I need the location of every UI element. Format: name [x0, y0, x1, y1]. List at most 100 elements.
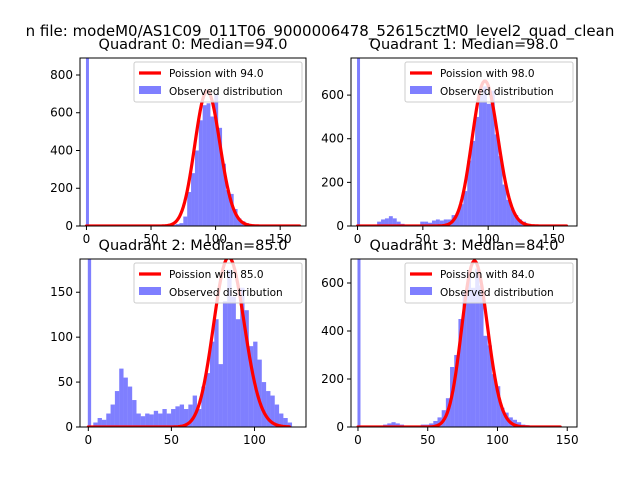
histogram-bar: [494, 134, 499, 226]
y-tick-label: 0: [65, 420, 73, 434]
subplot-title: Quadrant 2: Median=85.0: [99, 238, 288, 254]
histogram-bar: [279, 413, 284, 427]
histogram-bar: [101, 419, 107, 427]
histogram-bar: [514, 215, 519, 226]
histogram-bar: [512, 419, 518, 427]
histogram-bar: [194, 150, 199, 226]
histogram-bar: [244, 310, 249, 427]
x-tick-label: 50: [415, 232, 430, 246]
y-tick-label: 200: [50, 181, 73, 195]
x-tick-label: 100: [204, 232, 227, 246]
histogram-bar: [377, 221, 382, 226]
histogram-bar: [110, 404, 115, 427]
histogram-bar: [482, 86, 487, 226]
histogram-bar: [183, 216, 188, 226]
x-tick-label: 100: [243, 433, 266, 447]
histogram-bar-zero: [357, 58, 361, 226]
x-tick-label: 100: [486, 433, 509, 447]
histogram-bar: [496, 386, 501, 427]
histogram-bar: [475, 116, 480, 226]
subplot-title: Quadrant 0: Median=94.0: [99, 37, 288, 53]
histogram-bar: [93, 422, 98, 427]
histogram-bar: [395, 423, 400, 427]
y-tick-label: 600: [321, 88, 344, 102]
subplot-title: Quadrant 1: Median=98.0: [370, 37, 559, 53]
histogram-bar: [192, 395, 197, 427]
axes-frame: [350, 57, 578, 227]
histogram-bar: [191, 173, 195, 226]
y-tick-label: 0: [336, 420, 344, 434]
histogram-bar: [248, 346, 254, 427]
legend-patch-swatch: [410, 287, 432, 295]
x-tick-label: 50: [164, 433, 179, 447]
legend-label-fit: Poission with 98.0: [440, 68, 535, 80]
histogram-bar: [184, 409, 189, 427]
histogram-bar: [114, 391, 120, 427]
histogram-bar: [210, 116, 215, 226]
histogram-bar: [454, 355, 459, 427]
legend-patch-swatch: [139, 86, 161, 94]
histogram-bar: [106, 413, 111, 427]
histogram-bar: [274, 404, 280, 427]
histogram-bar: [479, 285, 484, 427]
histogram-bar: [475, 268, 480, 427]
histogram-bar: [205, 373, 210, 427]
subplot-quadrant-3: 0 50 100 150 0 200 400 600 Quadrant 3: Median=84…: [321, 238, 579, 447]
x-tick-label: 0: [84, 433, 92, 447]
legend: Poission with 85.0 Observed distribution: [133, 262, 303, 304]
y-tick-label: 50: [58, 375, 73, 389]
y-tick-label: 600: [50, 106, 73, 120]
y-tick-label: 400: [50, 143, 73, 157]
histogram-bar: [227, 269, 232, 427]
histogram-bar: [266, 391, 271, 427]
axes-frame: [79, 258, 307, 428]
histogram-bar: [132, 400, 137, 427]
histogram-bar: [483, 335, 488, 427]
axes-frame: [79, 57, 307, 227]
x-tick-label: 100: [477, 232, 500, 246]
histogram-bar: [479, 95, 483, 226]
histogram-bar: [502, 184, 507, 226]
histogram-bar: [222, 301, 228, 427]
legend-label-fit: Poission with 85.0: [169, 269, 264, 281]
figure-suptitle: n file: modeM0/AS1C09_011T06_9000006478_…: [26, 22, 615, 41]
plot-area: [84, 58, 302, 226]
histogram-bar: [218, 127, 223, 226]
histogram-bar: [218, 364, 223, 427]
legend-label-fit: Poission with 94.0: [169, 68, 264, 80]
subplot-quadrant-2: 0 50 100 0 50 100 150 Quadrant 2: Median=85.0 Po…: [50, 238, 307, 447]
legend-patch-swatch: [410, 86, 432, 94]
histogram-bar: [517, 422, 522, 427]
histogram-bar-zero: [357, 259, 361, 427]
histogram-bar: [439, 220, 444, 226]
y-tick-label: 200: [321, 175, 344, 189]
histogram-bar: [287, 422, 293, 427]
legend: Poission with 98.0 Observed distribution: [404, 61, 574, 103]
histogram-bar: [179, 223, 184, 226]
histogram-bar: [145, 413, 150, 427]
histogram-bar: [500, 407, 505, 427]
histogram-bar: [420, 221, 425, 226]
axes-frame: [350, 258, 578, 428]
histogram-bar: [424, 221, 429, 226]
histogram-bar: [458, 319, 463, 427]
legend-label-hist: Observed distribution: [440, 86, 554, 98]
poisson-fit-line: [355, 79, 569, 226]
legend-box: [404, 61, 574, 103]
histogram-bar: [233, 209, 238, 226]
histogram-bar: [466, 273, 471, 427]
histogram-bar: [384, 218, 389, 226]
histogram-bar: [435, 219, 440, 226]
subplot-grid: 0 50 100 150 0 200 400 600 800 Quadrant 0: Median…: [50, 37, 579, 447]
histogram-bar: [428, 222, 432, 226]
y-tick-label: 100: [50, 330, 73, 344]
legend-label-hist: Observed distribution: [169, 86, 283, 98]
y-tick-label: 400: [321, 324, 344, 338]
histogram-bar: [487, 345, 492, 427]
x-tick-label: 50: [420, 433, 435, 447]
histogram-bar: [443, 219, 448, 226]
legend-box: [404, 262, 574, 304]
legend: Poission with 94.0 Observed distribution: [133, 61, 303, 103]
histogram-bar: [229, 193, 234, 226]
